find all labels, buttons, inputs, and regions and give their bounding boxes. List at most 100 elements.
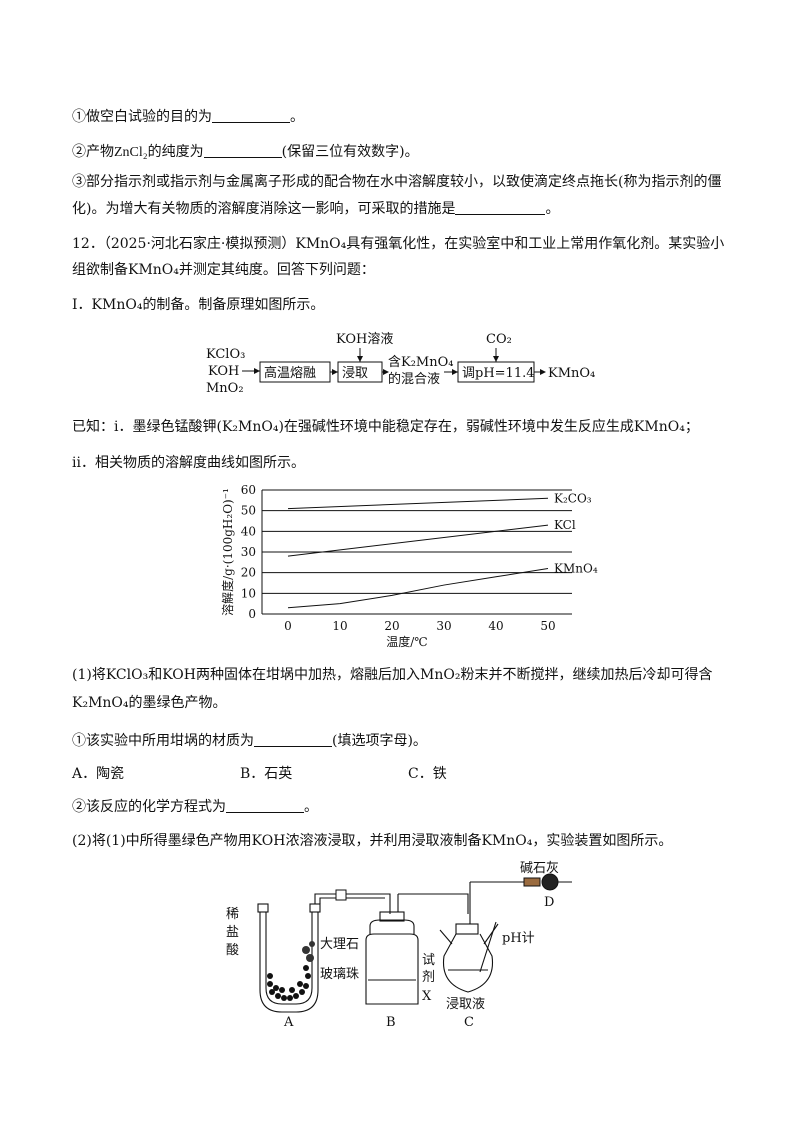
q12-intro: 具有强氧化性，在实验室中和工业上常用作氧化剂。某实验小 [346,236,725,252]
intermediate-label-2: 的混合液 [388,371,440,387]
prev-item-2-end: (保留三位有效数字)。 [281,144,419,160]
q1-line1: (1)将KClO₃和KOH两种固体在坩埚中加热，熔融后加入MnO₂粉末并不断搅拌… [72,664,712,684]
prev-item-1-end: 。 [290,109,304,125]
prev-item-1: ①做空白试验的目的为 。 [72,106,304,126]
question-number: 12． [72,236,104,252]
flow-box-melt-label: 高温熔融 [264,365,316,381]
x-tick-label: 0 [284,619,292,633]
formula-koh: KOH [162,667,196,683]
apparatus-diagram: 稀 盐 酸 大理石 玻璃珠 A B 试 剂 X 浸取液 C pH计 碱石灰 D [226,861,572,1028]
y-tick-label: 10 [241,586,256,600]
glass-beads [267,965,311,1001]
stopper [455,923,479,935]
flow-box-leach-label: 浸取 [342,366,368,381]
apparatus-b-label: B [386,1015,396,1028]
stopper [379,911,405,922]
y-axis-label: 溶解度/g·(100gH₂O)⁻¹ [220,488,235,616]
q2-line: (2)将(1)中所得墨绿色产物用KOH浓溶液浸取，并利用浸取液制备KMnO₄，实… [72,830,672,850]
process-flow-diagram: KClO₃ KOH MnO₂ 高温熔融 浸取 KOH溶液 含K₂MnO₄ 的混合… [206,332,595,396]
prev-item-3-text: ③部分指示剂或指示剂与金属离子形成的配合物在水中溶解度较小，以致使滴定终点拖长(… [72,174,722,190]
option-b[interactable]: B．石英 [240,766,293,782]
acid-label-2: 盐 [226,925,239,940]
series-line [287,568,549,609]
formula-kmno4: KMnO₄ [295,236,347,252]
answer-blank[interactable] [212,108,290,123]
answer-blank[interactable] [203,143,282,158]
formula-mno2: MnO₂ [420,667,461,683]
known-text4: ii．相关物质的溶解度曲线如图所示。 [72,455,305,471]
known-text3: ； [684,419,699,435]
apparatus-a-label: A [283,1015,294,1028]
x-tick-label: 10 [332,619,347,633]
q1-text-e: 两种固体在坩埚中加热，熔融后加入 [196,667,420,683]
part-number: I． [72,297,92,313]
q1-sub2: ②该反应的化学方程式为 。 [72,796,318,816]
stopper [309,903,321,913]
formula-koh: KOH [251,833,286,849]
flow-box-ph-label: 调pH=11.4 [462,366,535,381]
ph-label: pH计 [502,931,535,946]
y-tick-label: 30 [241,545,256,559]
q1-text-c: 和 [148,667,163,683]
flask-c [442,933,494,993]
formula-kmno4: KMnO₄ [128,262,179,278]
option-c[interactable]: C．铁 [408,766,447,782]
x-axis-label: 温度/℃ [386,634,427,649]
q2-text-c: 浓溶液浸取，并利用浸取液制备 [285,833,482,849]
reagent-label-1: 试 [422,953,435,968]
part1-text: 的制备。制备原理如图所示。 [142,297,325,313]
connecting-tube [319,897,385,904]
formula-k2mno4: K₂MnO₄ [72,695,129,711]
prev-item-3-text2: 化)。为增大有关物质的溶解度消除这一影响，可采取的措施是 [72,201,456,217]
valve [335,889,347,901]
q1-sub1-text: ①该实验中所用坩埚的材质为 [72,733,254,749]
formula-kmno4: KMnO₄ [633,419,685,435]
reagent-label-3: X [422,989,432,1004]
q12-intro2-a: 组欲制备 [72,262,128,278]
koh-solution-label: KOH溶液 [336,332,393,347]
solubility-chart: 0 10 20 30 40 50 60 0 10 20 30 40 50 K₂CO₃ KCl KMnO₄ 温度/… [220,483,598,649]
q12-intro2-c: 并测定其纯度。回答下列问题： [178,262,375,278]
reactant-koh: KOH [208,364,239,379]
bottle-b [365,919,419,1005]
x-tick-label: 30 [436,619,451,633]
prev-item-2-mid: 的纯度为 [147,144,204,160]
formula-kclo3: KClO₃ [105,667,149,683]
reactant-kclo3: KClO₃ [206,347,245,362]
option-a[interactable]: A．陶瓷 [72,766,125,782]
y-tick-label: 40 [241,524,256,538]
known-line2: ii．相关物质的溶解度曲线如图所示。 [72,452,305,472]
apparatus-c-label: C [464,1015,474,1028]
series-line [287,524,549,557]
drying-tube-d [510,873,572,891]
series-label: K₂CO₃ [554,491,592,505]
stopper [257,903,269,913]
intermediate-label-1: 含K₂MnO₄ [388,354,453,370]
answer-blank[interactable] [455,200,546,215]
q1-sub2-end: 。 [304,799,318,815]
u-tube [259,912,319,1013]
q1-sub1-end: (填选项字母)。 [332,733,427,749]
marble-label: 大理石 [320,937,359,952]
co2-label: CO₂ [486,332,512,347]
q1-text-line2: 的墨绿色产物。 [128,695,227,711]
prev-item-3-end: 。 [545,201,560,217]
prev-item-1-text: ①做空白试验的目的为 [72,109,212,125]
series-label: KCl [554,518,576,532]
q1-sub2-text: ②该反应的化学方程式为 [72,799,226,815]
apparatus-d-label: D [544,895,554,910]
y-tick-label: 20 [241,566,256,580]
connecting-tube [398,893,469,914]
answer-blank[interactable] [254,732,332,747]
q12-line2: 组欲制备KMnO₄并测定其纯度。回答下列问题： [72,259,375,279]
x-tick-label: 40 [488,619,503,633]
beads-label: 玻璃珠 [320,967,359,982]
reactant-mno2: MnO₂ [206,381,244,396]
flask-side-neck [483,923,499,945]
connecting-tube [314,893,391,914]
q2-text-a: (2)将(1)中所得墨绿色产物用 [72,833,252,849]
answer-blank[interactable] [226,798,304,813]
prev-item-3-line1: ③部分指示剂或指示剂与金属离子形成的配合物在水中溶解度较小，以致使滴定终点拖长(… [72,171,721,191]
series-label: KMnO₄ [554,562,598,576]
q2-text-e: ，实验装置如图所示。 [532,833,673,849]
